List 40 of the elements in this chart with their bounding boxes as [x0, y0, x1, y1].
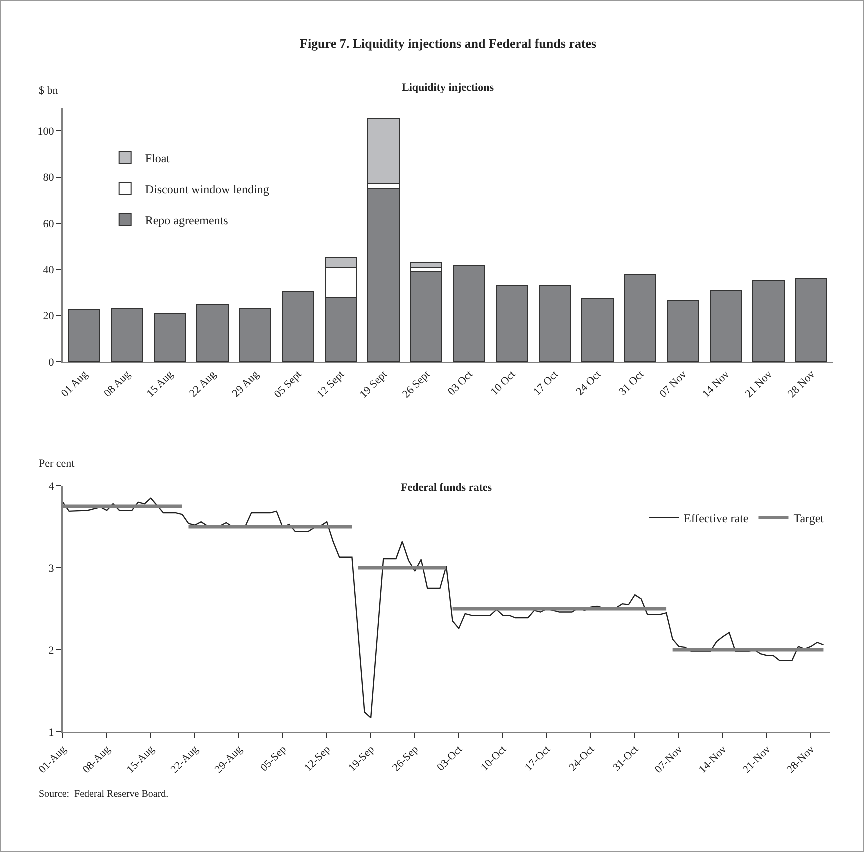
- x-tick-label: 28 Nov: [786, 368, 818, 400]
- x-tick-label: 31 Oct: [617, 368, 647, 398]
- y-tick-label: 40: [43, 264, 55, 276]
- x-tick-label: 17 Oct: [532, 368, 561, 398]
- y-tick-label: 60: [43, 218, 55, 230]
- x-tick-label: 10 Oct: [488, 368, 518, 398]
- x-tick-label: 05 Sept: [272, 368, 304, 401]
- y-tick-label: 1: [48, 726, 54, 739]
- x-tick-label: 15 Aug: [144, 368, 176, 400]
- y-tick-label: 20: [43, 310, 55, 323]
- x-tick-label: 03 Oct: [446, 368, 476, 398]
- y-axis-title: Per cent: [39, 458, 75, 470]
- x-tick-label: 08 Aug: [102, 368, 134, 400]
- chart-title: Figure 7. Liquidity injections and Federal funds rates: [300, 36, 597, 51]
- legend-label: Discount window lending: [145, 182, 270, 197]
- x-tick-label: 26 Sept: [400, 368, 433, 401]
- y-tick-label: 4: [48, 480, 55, 493]
- x-tick-label: 12 Sept: [315, 368, 348, 401]
- legend-label: Effective rate: [684, 511, 749, 526]
- y-tick-label: 80: [43, 172, 55, 184]
- x-tick-label: 21 Nov: [743, 368, 776, 400]
- y-tick-label: 3: [48, 562, 55, 575]
- y-tick-label: 2: [48, 644, 54, 657]
- legend-label: Target: [794, 511, 825, 526]
- chart-subtitle: Liquidity injections: [402, 82, 495, 94]
- x-tick-label: 07 Nov: [658, 368, 690, 400]
- line-series: [63, 498, 824, 719]
- x-tick-label: 19 Sept: [358, 368, 390, 401]
- y-axis-title: $ bn: [39, 85, 59, 97]
- x-tick-label: 01 Aug: [59, 368, 91, 400]
- x-tick-label: 14 Nov: [700, 368, 732, 400]
- legend-label: Float: [145, 152, 171, 166]
- legend-label: Repo agreements: [145, 214, 229, 228]
- chart-title: Federal funds rates: [401, 482, 493, 494]
- x-tick-label: 22 Aug: [188, 368, 220, 400]
- y-tick-label: 0: [48, 356, 55, 369]
- x-tick-label: 29 Aug: [230, 368, 262, 400]
- x-tick-label: 24 Oct: [574, 368, 604, 398]
- y-tick-label: 100: [38, 126, 55, 138]
- source-note: Source: Federal Reserve Board.: [39, 789, 169, 800]
